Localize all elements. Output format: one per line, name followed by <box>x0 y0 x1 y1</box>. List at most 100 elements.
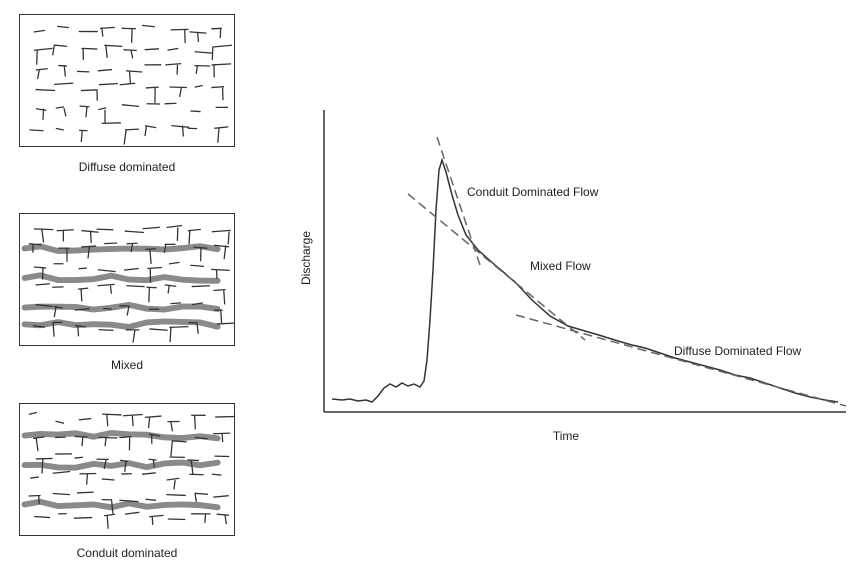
fracture-line <box>33 29 46 33</box>
fracture-line <box>104 242 118 245</box>
conduit-channel <box>21 498 221 511</box>
mixed-tangent <box>407 193 586 341</box>
fracture-line <box>220 309 223 324</box>
fracture-line <box>80 89 98 92</box>
conduit-channel <box>21 243 221 255</box>
fracture-line <box>123 413 143 417</box>
fracture-line <box>55 127 64 131</box>
fracture-line <box>142 226 160 230</box>
diffuse-caption: Diffuse dominated <box>78 160 176 174</box>
fracture-line <box>123 49 137 52</box>
fracture-line <box>189 473 204 476</box>
fracture-line <box>76 491 94 494</box>
fracture-line <box>80 130 83 143</box>
fracture-line <box>227 231 230 245</box>
fracture-line <box>80 289 83 302</box>
fracture-line <box>130 243 134 253</box>
fracture-line <box>167 284 170 294</box>
fracture-line <box>85 106 88 118</box>
fracture-line <box>81 245 97 248</box>
fracture-line <box>152 459 156 468</box>
fracture-line <box>104 513 116 517</box>
fracture-line <box>170 440 173 457</box>
fracture-line <box>223 290 226 305</box>
fracture-line <box>98 107 107 111</box>
fracture-line <box>215 415 234 418</box>
diffuse-fracture-drawing <box>29 24 233 145</box>
fracture-line <box>128 70 132 85</box>
fracture-line <box>166 224 183 229</box>
fracture-line <box>211 473 222 476</box>
fracture-line <box>74 324 86 328</box>
fracture-line <box>148 458 157 461</box>
fracture-line <box>196 322 199 334</box>
fracture-line <box>97 68 112 72</box>
fracture-line <box>187 228 201 232</box>
fracture-line <box>35 303 53 308</box>
fracture-line <box>169 325 189 329</box>
fracture-line <box>77 325 80 337</box>
fracture-line <box>102 413 122 416</box>
y-axis-label: Discharge <box>299 231 313 285</box>
fracture-line <box>212 44 233 48</box>
fracture-line <box>216 322 234 325</box>
fracture-line <box>221 433 224 443</box>
fracture-line <box>190 264 204 268</box>
fracture-line <box>191 285 210 288</box>
fracture-line <box>97 283 115 287</box>
fracture-line <box>211 85 225 89</box>
conduit-tangent <box>436 136 482 269</box>
fracture-line <box>35 88 56 92</box>
fracture-line <box>190 110 201 113</box>
conduit-flow-label: Conduit Dominated Flow <box>467 185 599 199</box>
fracture-line <box>126 285 145 288</box>
fracture-line <box>106 515 109 529</box>
fracture-line <box>142 24 155 28</box>
fracture-line <box>105 45 108 59</box>
fracture-line <box>216 513 230 516</box>
mixed-flow-label: Mixed Flow <box>530 259 591 273</box>
fracture-line <box>36 69 40 80</box>
fracture-line <box>28 243 42 246</box>
fracture-line <box>212 432 231 435</box>
fracture-line <box>119 459 129 462</box>
fracture-line <box>41 228 45 243</box>
fracture-line <box>141 472 156 475</box>
fracture-line <box>147 417 151 429</box>
fracture-line <box>85 473 89 485</box>
fracture-line <box>124 460 127 472</box>
fracture-line <box>35 283 50 286</box>
fracture-line <box>34 515 51 519</box>
fracture-line <box>125 128 139 131</box>
diffuse-tangent <box>515 314 847 407</box>
fracture-line <box>194 84 203 88</box>
fracture-line <box>148 514 164 518</box>
fracture-line <box>187 459 200 462</box>
fracture-line <box>33 228 54 231</box>
diffuse-panel <box>19 14 235 147</box>
fracture-line <box>33 266 47 269</box>
fracture-line <box>109 285 113 294</box>
fracture-line <box>170 421 174 432</box>
fracture-line <box>124 511 140 515</box>
fracture-line <box>211 63 232 66</box>
fracture-line <box>166 477 180 481</box>
fracture-line <box>190 459 194 476</box>
fracture-line <box>211 229 231 233</box>
fracture-line <box>74 456 84 459</box>
fracture-line <box>89 230 92 243</box>
fracture-line <box>130 28 133 43</box>
fracture-line <box>123 267 139 271</box>
fracture-line <box>132 329 136 343</box>
fracture-line <box>144 48 160 51</box>
fracture-line <box>98 82 118 86</box>
fracture-line <box>173 479 176 490</box>
fracture-line <box>171 124 190 128</box>
fracture-line <box>56 229 74 232</box>
fracture-line <box>36 50 38 65</box>
fracture-line <box>223 245 227 260</box>
fracture-line <box>99 26 115 29</box>
fracture-line <box>106 414 109 427</box>
fracture-line <box>81 436 84 447</box>
fracture-line <box>145 498 157 501</box>
